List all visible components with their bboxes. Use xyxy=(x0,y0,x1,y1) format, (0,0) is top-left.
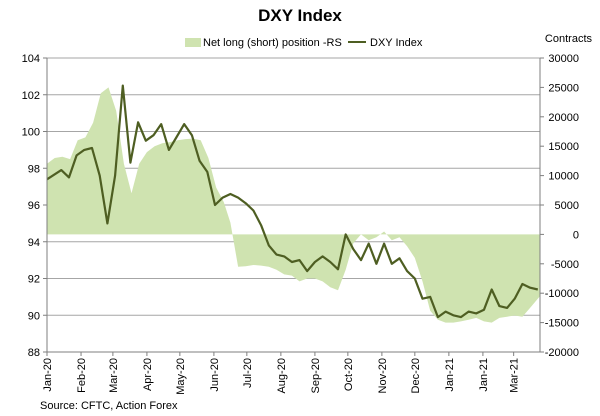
x-tick-label: Jun-20 xyxy=(209,358,221,392)
x-tick-label: Apr-20 xyxy=(142,358,154,391)
chart-title: DXY Index xyxy=(258,6,342,25)
y2-tick-label: 20000 xyxy=(548,112,579,124)
y-tick-label: 94 xyxy=(28,237,40,249)
legend: Net long (short) position -RS DXY Index xyxy=(185,37,423,49)
y2-tick-label: 5000 xyxy=(555,200,579,212)
dxy-line xyxy=(46,84,539,319)
y2-tick-label: -15000 xyxy=(545,318,579,330)
y2-tick-label: 10000 xyxy=(548,171,579,183)
y-tick-label: 96 xyxy=(28,200,40,212)
x-tick-label: Jan-20 xyxy=(42,358,54,392)
x-tick-label: Jan-21 xyxy=(444,358,456,392)
x-tick-label: Oct-20 xyxy=(343,358,355,391)
right-axis-label: Contracts xyxy=(545,33,593,45)
y-tick-label: 104 xyxy=(22,53,40,65)
x-tick-label: Aug-20 xyxy=(276,358,288,393)
x-tick-label: Nov-20 xyxy=(377,358,389,393)
x-tick-label: Mar-21 xyxy=(509,358,521,393)
x-tick-label: Mar-20 xyxy=(108,358,120,393)
y-tick-label: 90 xyxy=(28,310,40,322)
source-note: Source: CFTC, Action Forex xyxy=(40,400,178,412)
x-tick-label: Sep-20 xyxy=(310,358,322,393)
x-tick-label: Feb-20 xyxy=(76,358,88,393)
x-tick-label: Jan-21 xyxy=(478,358,490,392)
x-tick-label: May-20 xyxy=(175,358,187,395)
y-tick-label: 98 xyxy=(28,163,40,175)
y2-tick-label: 0 xyxy=(573,229,579,241)
y-tick-label: 88 xyxy=(28,347,40,359)
legend-swatch-net-position xyxy=(185,38,201,47)
y2-tick-label: -20000 xyxy=(545,347,579,359)
dxy-line-layer xyxy=(46,84,539,319)
y2-tick-label: -5000 xyxy=(551,259,579,271)
x-tick-label: Jul-20 xyxy=(242,358,254,388)
y2-tick-label: 15000 xyxy=(548,141,579,153)
right-axis-ticks: -20000 -15000 -10000 -5000 0 5000 10000 15000 20… xyxy=(540,53,579,359)
y2-tick-label: 30000 xyxy=(548,53,579,65)
legend-label-dxy: DXY Index xyxy=(370,37,423,49)
x-tick-label: Dec-20 xyxy=(410,358,422,393)
y-tick-label: 102 xyxy=(22,90,40,102)
legend-label-net-position: Net long (short) position -RS xyxy=(203,37,342,49)
y-tick-label: 92 xyxy=(28,274,40,286)
left-axis-ticks: 88 90 92 94 96 98 100 102 104 xyxy=(22,53,47,359)
y2-tick-label: 25000 xyxy=(548,82,579,94)
x-axis-ticks: Jan-20 Feb-20 Mar-20 Apr-20 May-20 Jun-20 Jul-… xyxy=(42,352,521,395)
y-tick-label: 100 xyxy=(22,127,40,139)
y2-tick-label: -10000 xyxy=(545,288,579,300)
